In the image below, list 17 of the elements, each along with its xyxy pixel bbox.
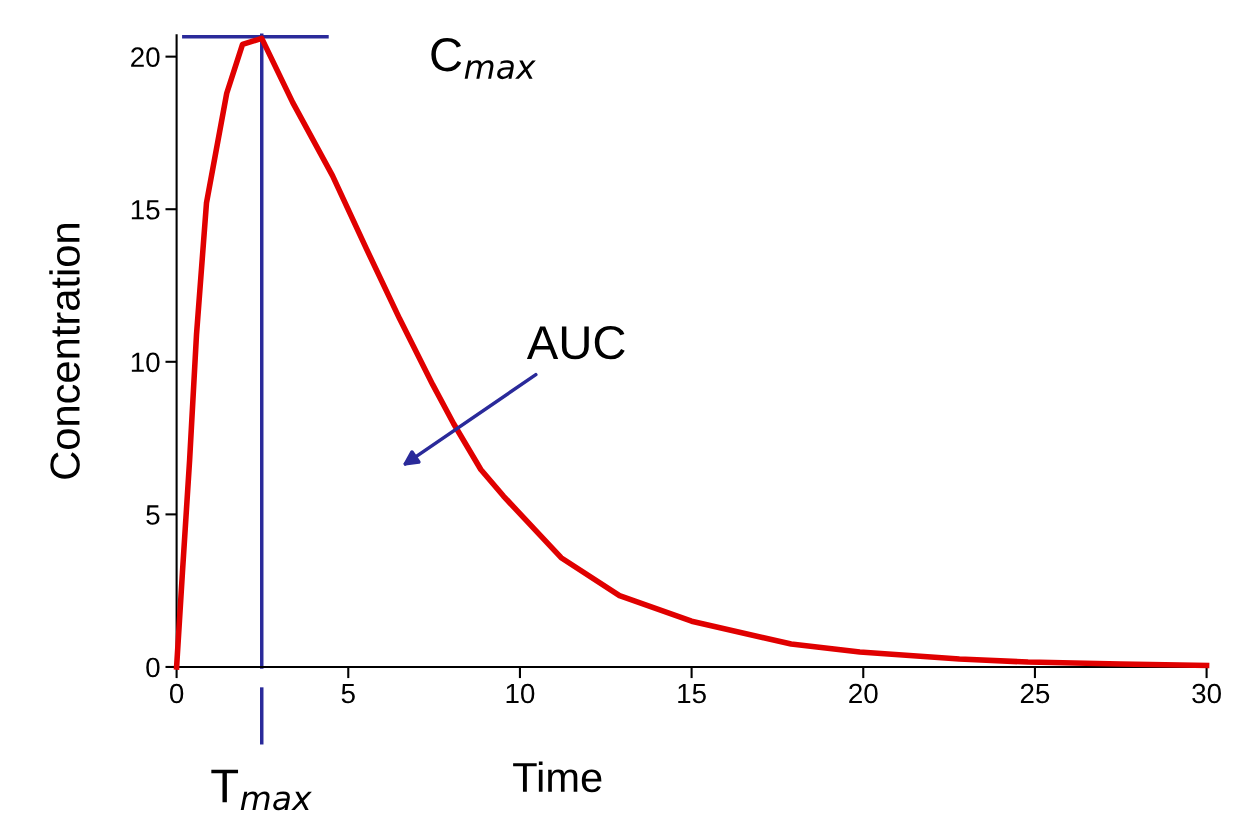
x-tick-label: 20	[849, 683, 878, 704]
x-tick-label: 30	[1192, 683, 1221, 704]
x-tick-label: 10	[506, 683, 535, 704]
x-axis-title: Time	[513, 761, 602, 793]
y-tick-label: 5	[146, 505, 160, 525]
x-tick-label: 0	[169, 683, 184, 704]
x-tick-label: 25	[1020, 683, 1050, 704]
ref-line-label: C$_{max}$	[431, 37, 536, 80]
annotation: AUC	[526, 325, 625, 360]
y-tick-label: 15	[131, 200, 160, 220]
y-axis-title: Concentration	[49, 224, 80, 479]
y-tick-label: 0	[146, 657, 160, 678]
y-tick-label: 20	[131, 47, 160, 67]
x-tick-label: 15	[678, 683, 706, 704]
y-tick-label: 10	[131, 352, 160, 373]
ref-line-label: T$_{max}$	[211, 769, 312, 811]
x-tick-label: 5	[341, 683, 355, 704]
